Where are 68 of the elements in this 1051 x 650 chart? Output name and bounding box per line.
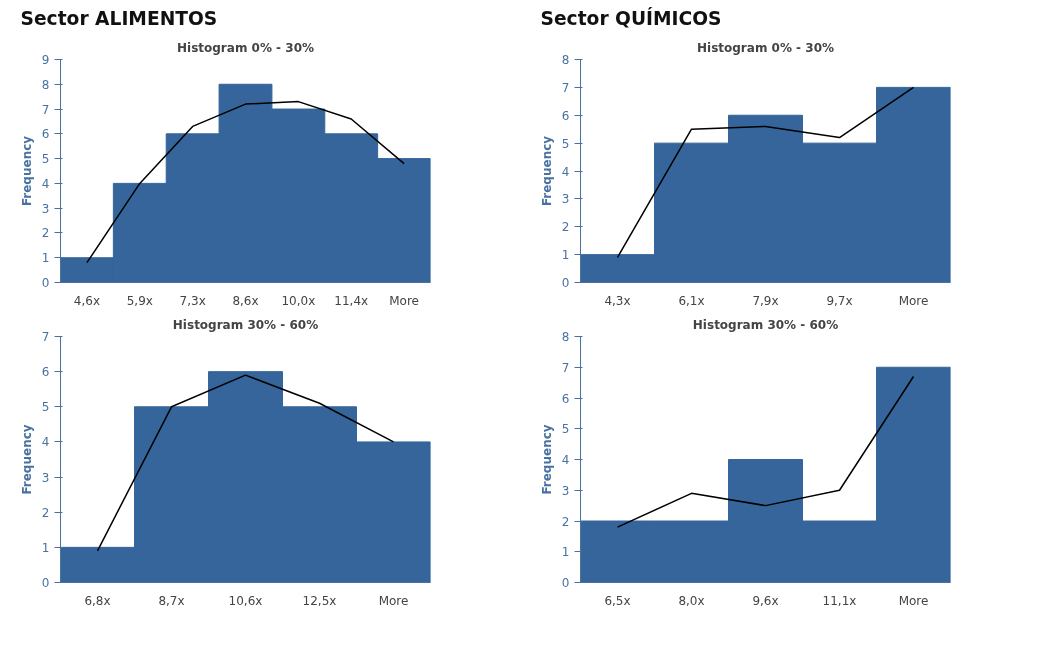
x-tick-label: 12,5x xyxy=(302,593,337,608)
y-tick-label: 6 xyxy=(561,108,570,123)
y-tick-label: 3 xyxy=(41,470,50,485)
y-tick-label: 2 xyxy=(41,226,50,241)
y-tick-label: 4 xyxy=(41,435,50,450)
y-tick-label: 0 xyxy=(561,276,570,290)
y-tick-label: 7 xyxy=(561,360,570,375)
x-tick-label: 6,5x xyxy=(604,593,631,608)
y-tick-label: 3 xyxy=(41,201,50,216)
x-tick-label: 9,6x xyxy=(752,593,779,608)
y-tick-label: 8 xyxy=(41,77,50,92)
y-tick-label: 6 xyxy=(561,391,570,406)
x-tick-label: 10,0x xyxy=(281,293,316,308)
y-tick-label: 7 xyxy=(561,80,570,95)
x-tick-label: 5,9x xyxy=(126,293,153,308)
y-tick-label: 5 xyxy=(41,152,50,167)
text: Sector ALIMENTOS xyxy=(20,7,218,29)
y-tick-label: 7 xyxy=(41,102,50,117)
x-tick-label: 8,0x xyxy=(678,593,705,608)
y-axis-title: Frequency xyxy=(19,424,34,495)
y-tick-label: 5 xyxy=(41,400,50,415)
x-tick-label: 7,9x xyxy=(752,293,779,308)
y-tick-label: 0 xyxy=(561,576,570,590)
x-tick-label: 4,6x xyxy=(73,293,101,308)
y-tick-label: 0 xyxy=(41,276,50,290)
y-tick-label: 1 xyxy=(561,248,570,263)
x-tick-label: More xyxy=(378,593,409,608)
y-tick-label: 8 xyxy=(561,330,570,344)
chart-title: Histogram 0% - 30% xyxy=(177,40,314,55)
chart-title: Histogram 0% - 30% xyxy=(697,40,834,55)
y-tick-label: 3 xyxy=(561,192,570,207)
y-tick-label: 2 xyxy=(561,514,570,529)
x-tick-label: 11,4x xyxy=(334,293,369,308)
y-tick-label: 9 xyxy=(41,53,50,67)
y-tick-label: 6 xyxy=(41,365,50,380)
x-tick-label: More xyxy=(389,293,419,308)
x-tick-label: More xyxy=(898,593,929,608)
x-tick-label: 11,1x xyxy=(822,593,857,608)
y-tick-label: 4 xyxy=(41,176,50,191)
y-tick-label: 1 xyxy=(41,540,50,555)
x-tick-label: 8,7x xyxy=(158,593,185,608)
x-tick-label: 10,6x xyxy=(228,593,263,608)
x-tick-label: 9,7x xyxy=(826,293,853,308)
y-tick-label: 1 xyxy=(41,251,50,266)
x-tick-label: 8,6x xyxy=(232,293,259,308)
y-tick-label: 3 xyxy=(561,483,570,498)
y-tick-label: 2 xyxy=(561,220,570,235)
y-tick-label: 5 xyxy=(561,136,570,151)
y-axis-title: Frequency xyxy=(539,424,554,495)
x-tick-label: 7,3x xyxy=(179,293,206,308)
chart-title: Histogram 30% - 60% xyxy=(692,317,839,332)
y-axis-title: Frequency xyxy=(539,135,554,207)
x-tick-label: 4,3x xyxy=(604,293,631,308)
y-tick-label: 6 xyxy=(41,127,50,142)
x-tick-label: 6,1x xyxy=(678,293,705,308)
chart-title: Histogram 30% - 60% xyxy=(172,317,319,332)
y-tick-label: 4 xyxy=(561,164,570,179)
y-tick-label: 0 xyxy=(41,576,50,590)
y-tick-label: 5 xyxy=(561,422,570,437)
y-tick-label: 7 xyxy=(41,330,50,344)
y-axis-title: Frequency xyxy=(19,135,34,207)
y-tick-label: 1 xyxy=(561,545,570,560)
x-tick-label: 6,8x xyxy=(84,593,111,608)
text: Sector QUÍMICOS xyxy=(540,6,722,29)
y-tick-label: 2 xyxy=(41,505,50,520)
x-tick-label: More xyxy=(898,293,929,308)
y-tick-label: 4 xyxy=(561,453,570,467)
y-tick-label: 8 xyxy=(561,53,570,67)
